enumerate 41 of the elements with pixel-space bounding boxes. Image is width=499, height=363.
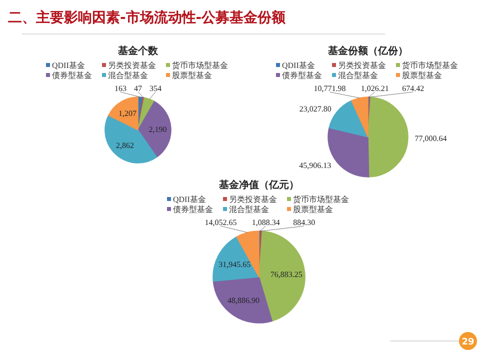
legend-label: QDII基金 bbox=[52, 61, 85, 70]
legend-label: 混合型基金 bbox=[338, 71, 378, 80]
text: 二、主要影响因素-市场流动性-公募基金份额 bbox=[8, 9, 287, 26]
data-label: 77,000.64 bbox=[414, 134, 447, 144]
legend-label: 货币市场型基金 bbox=[402, 61, 458, 70]
data-label: 14,052.65 bbox=[204, 218, 237, 227]
legend-label: 另类投资基金 bbox=[338, 61, 386, 70]
data-label: 674.42 bbox=[402, 84, 424, 93]
data-label: 48,886.90 bbox=[228, 296, 260, 305]
data-label: 45,906.13 bbox=[299, 161, 332, 170]
data-label: 10,771.98 bbox=[314, 84, 346, 93]
data-label: 2,190 bbox=[148, 125, 167, 134]
legend-label: 混合型基金 bbox=[229, 205, 269, 214]
text: 29 bbox=[462, 338, 474, 348]
data-label: 1,207 bbox=[118, 109, 137, 118]
legend-label: QDII基金 bbox=[173, 195, 206, 204]
legend-label: 货币市场型基金 bbox=[293, 195, 349, 204]
data-label: 47 bbox=[134, 84, 142, 93]
data-label: 884.30 bbox=[293, 218, 316, 227]
data-label: 76,883.25 bbox=[270, 270, 302, 279]
legend-label: 货币市场型基金 bbox=[172, 61, 228, 70]
legend-label: 股票型基金 bbox=[172, 71, 212, 80]
legend-label: 另类投资基金 bbox=[108, 61, 156, 70]
data-label: 1,026.21 bbox=[360, 84, 389, 93]
data-label: 163 bbox=[114, 84, 126, 93]
legend-label: 股票型基金 bbox=[293, 205, 333, 214]
legend-label: QDII基金 bbox=[282, 61, 315, 70]
data-label: 23,027.80 bbox=[299, 104, 332, 114]
chart-title: 基金份额（亿份） bbox=[327, 45, 408, 57]
legend-label: 债券型基金 bbox=[173, 205, 213, 214]
legend-label: 另类投资基金 bbox=[229, 195, 277, 204]
data-label: 1,088.34 bbox=[252, 218, 280, 227]
legend-label: 债券型基金 bbox=[52, 71, 92, 80]
chart-title: 基金个数 bbox=[117, 45, 159, 57]
chart-title: 基金净值（亿元） bbox=[218, 179, 299, 191]
data-label: 354 bbox=[150, 84, 162, 93]
data-label: 2,862 bbox=[116, 140, 134, 150]
legend-label: 股票型基金 bbox=[402, 71, 442, 80]
legend-label: 债券型基金 bbox=[282, 71, 322, 80]
data-label: 31,945.65 bbox=[218, 260, 251, 270]
legend-label: 混合型基金 bbox=[108, 71, 148, 80]
